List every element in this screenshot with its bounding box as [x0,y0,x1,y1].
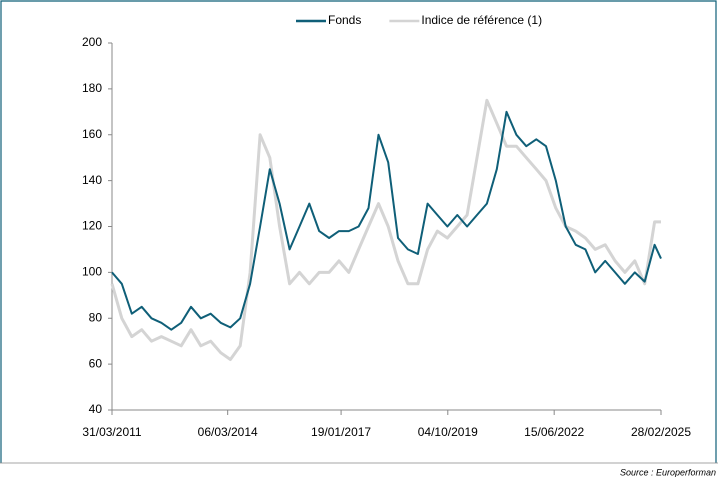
y-tick-label: 100 [82,265,102,279]
x-tick-label: 04/10/2019 [418,425,478,439]
frame [0,0,717,463]
y-tick-label: 140 [82,173,102,187]
y-tick-label: 60 [89,356,103,370]
source: Source : Europerforman [620,467,716,477]
y-tick-label: 180 [82,81,102,95]
y-tick-label: 40 [89,402,103,416]
y-tick-label: 160 [82,127,102,141]
legend-label: Indice de référence (1) [421,13,542,27]
series-line [110,98,661,361]
y-tick-label: 80 [89,310,103,324]
x-tick-label: 28/02/2025 [631,425,691,439]
legend-label: Fonds [328,13,361,27]
x-tick-label: 06/03/2014 [198,425,258,439]
y-tick-label: 200 [82,35,102,49]
y-tick-label: 120 [82,219,102,233]
x-tick-label: 31/03/2011 [82,425,141,439]
x-tick-label: 19/01/2017 [311,425,371,439]
series-line [111,110,662,331]
x-tick-label: 15/06/2022 [524,425,584,439]
